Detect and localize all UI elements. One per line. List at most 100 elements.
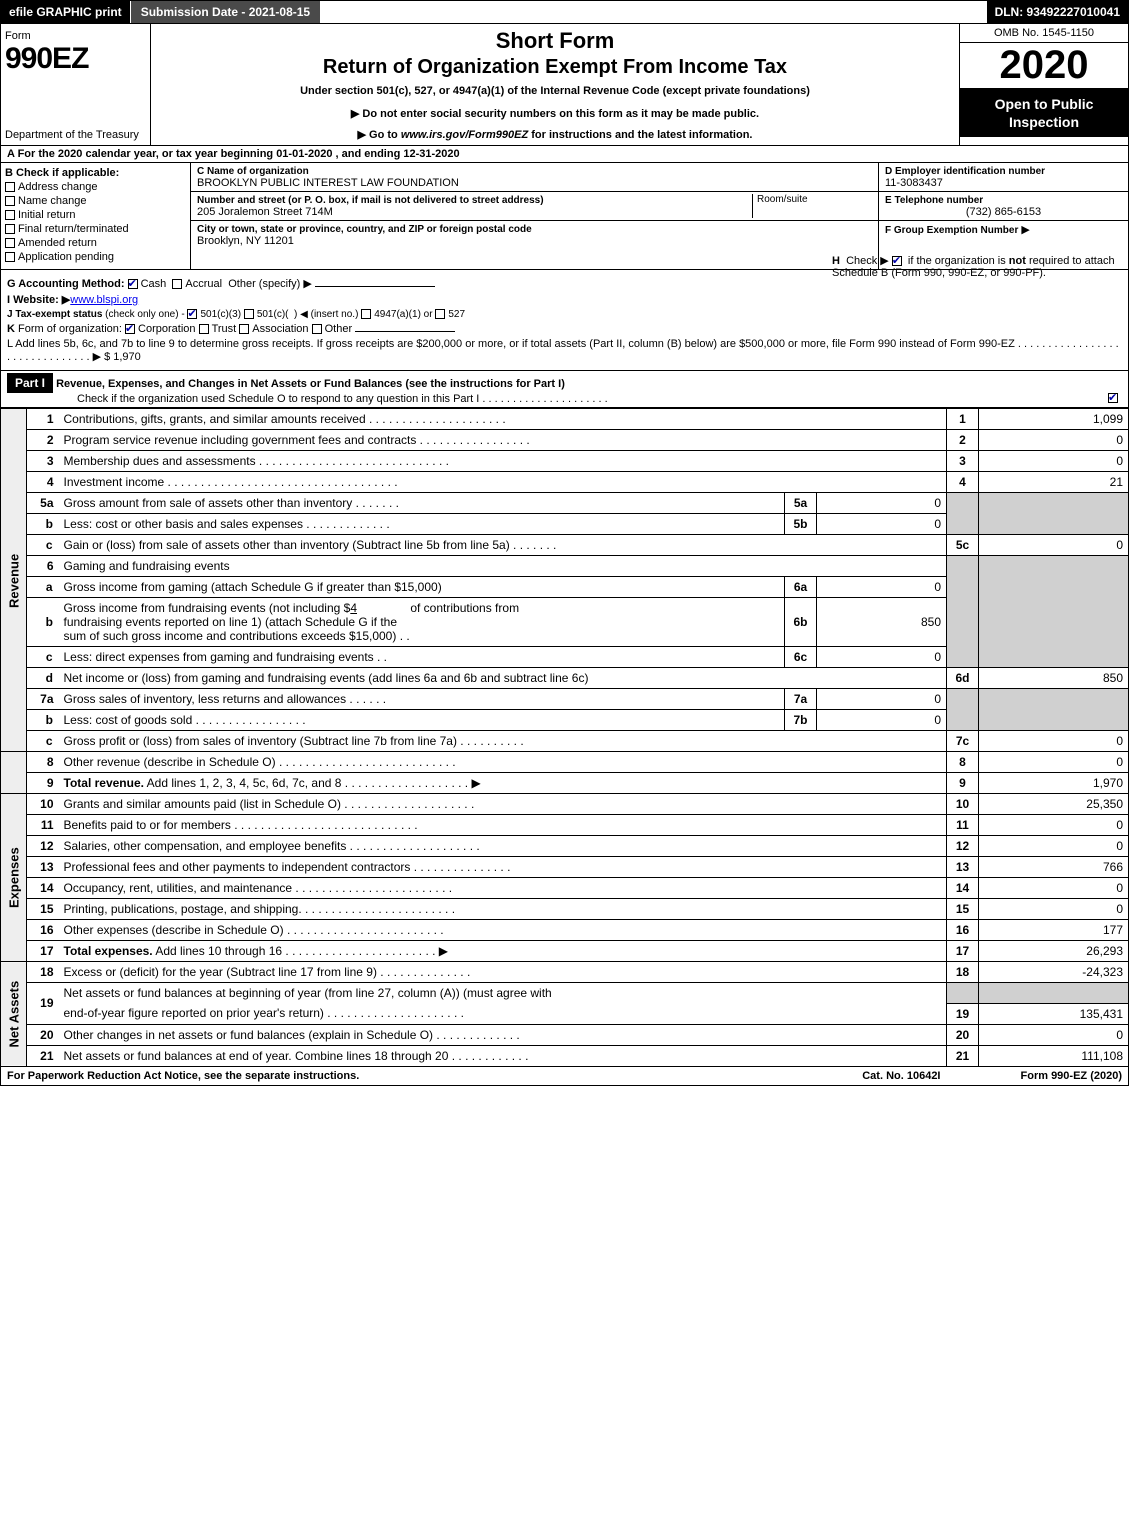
c-label: C Name of organization	[197, 166, 309, 177]
line-k: K Form of organization: Corporation Trus…	[7, 323, 1122, 335]
b-right: D Employer identification number 11-3083…	[878, 163, 1128, 269]
line-l: L Add lines 5b, 6c, and 7b to line 9 to …	[7, 338, 1122, 363]
r7b-num: b	[27, 710, 59, 731]
r3-col: 3	[947, 451, 979, 472]
r8-col: 8	[947, 752, 979, 773]
r19-col-shade	[947, 983, 979, 1004]
r5a-desc: Gross amount from sale of assets other t…	[59, 493, 785, 514]
r5c-val: 0	[979, 535, 1129, 556]
r12-desc: Salaries, other compensation, and employ…	[59, 836, 947, 857]
chk-address-change[interactable]: Address change	[5, 181, 186, 193]
k-other[interactable]	[312, 324, 322, 334]
r6b-sv: 850	[817, 598, 947, 647]
r9-desc: Total revenue. Add lines 1, 2, 3, 4, 5c,…	[59, 773, 947, 794]
chk-initial-return[interactable]: Initial return	[5, 209, 186, 221]
r7b-sv: 0	[817, 710, 947, 731]
j-4947[interactable]	[361, 309, 371, 319]
r7ab-val-shade	[979, 689, 1129, 731]
r11-val: 0	[979, 815, 1129, 836]
r10-num: 10	[27, 794, 59, 815]
r17-num: 17	[27, 941, 59, 962]
city-label: City or town, state or province, country…	[197, 224, 532, 235]
chk-app-pending[interactable]: Application pending	[5, 251, 186, 263]
r6c-num: c	[27, 647, 59, 668]
dln: DLN: 93492227010041	[987, 1, 1128, 23]
e-value: (732) 865-6153	[885, 206, 1122, 218]
header-left: Form 990EZ Department of the Treasury	[1, 24, 151, 145]
k-assoc[interactable]	[239, 324, 249, 334]
irs-link[interactable]: www.irs.gov/Form990EZ	[401, 129, 528, 141]
r18-val: -24,323	[979, 962, 1129, 983]
r15-num: 15	[27, 899, 59, 920]
footer-cat: Cat. No. 10642I	[862, 1070, 940, 1082]
r3-num: 3	[27, 451, 59, 472]
r12-num: 12	[27, 836, 59, 857]
j-501c3[interactable]	[187, 309, 197, 319]
r2-col: 2	[947, 430, 979, 451]
r6a-sv: 0	[817, 577, 947, 598]
c-value: BROOKLYN PUBLIC INTEREST LAW FOUNDATION	[197, 177, 872, 189]
r18-col: 18	[947, 962, 979, 983]
b-checkboxes: B Check if applicable: Address change Na…	[1, 163, 191, 269]
g-cash-chk[interactable]	[128, 279, 138, 289]
r5c-col: 5c	[947, 535, 979, 556]
r13-val: 766	[979, 857, 1129, 878]
r13-desc: Professional fees and other payments to …	[59, 857, 947, 878]
r6d-val: 850	[979, 668, 1129, 689]
r10-desc: Grants and similar amounts paid (list in…	[59, 794, 947, 815]
d-value: 11-3083437	[885, 177, 943, 189]
line-i: I Website: ▶www.blspi.org	[7, 293, 1122, 306]
r2-desc: Program service revenue including govern…	[59, 430, 947, 451]
r7a-desc: Gross sales of inventory, less returns a…	[59, 689, 785, 710]
part1-title: Revenue, Expenses, and Changes in Net As…	[56, 378, 565, 390]
k-trust[interactable]	[199, 324, 209, 334]
r1-desc: Contributions, gifts, grants, and simila…	[59, 409, 947, 430]
g-accrual-chk[interactable]	[172, 279, 182, 289]
addr-label: Number and street (or P. O. box, if mail…	[197, 195, 544, 206]
sidebar-revenue2	[1, 752, 27, 794]
page-footer: For Paperwork Reduction Act Notice, see …	[0, 1067, 1129, 1086]
r4-num: 4	[27, 472, 59, 493]
r5b-num: b	[27, 514, 59, 535]
r2-num: 2	[27, 430, 59, 451]
r7c-col: 7c	[947, 731, 979, 752]
r16-num: 16	[27, 920, 59, 941]
r6a-desc: Gross income from gaming (attach Schedul…	[59, 577, 785, 598]
r1-num: 1	[27, 409, 59, 430]
r19-desc2: end-of-year figure reported on prior yea…	[59, 1003, 947, 1024]
r19-col: 19	[947, 1003, 979, 1024]
chk-final-return[interactable]: Final return/terminated	[5, 223, 186, 235]
k-corp[interactable]	[125, 324, 135, 334]
r6d-col: 6d	[947, 668, 979, 689]
part1-chkbox[interactable]	[1108, 393, 1118, 403]
r6c-sv: 0	[817, 647, 947, 668]
r20-desc: Other changes in net assets or fund bala…	[59, 1024, 947, 1045]
r5b-sv: 0	[817, 514, 947, 535]
part1-check: Check if the organization used Schedule …	[7, 393, 1122, 405]
r7c-desc: Gross profit or (loss) from sales of inv…	[59, 731, 947, 752]
website-link[interactable]: www.blspi.org	[70, 294, 138, 306]
city-value: Brooklyn, NY 11201	[197, 235, 872, 247]
efile-print-button[interactable]: efile GRAPHIC print	[1, 1, 131, 23]
r17-col: 17	[947, 941, 979, 962]
r7ab-col-shade	[947, 689, 979, 731]
r6-col-shade	[947, 556, 979, 668]
r7b-desc: Less: cost of goods sold . . . . . . . .…	[59, 710, 785, 731]
j-527[interactable]	[435, 309, 445, 319]
r11-num: 11	[27, 815, 59, 836]
c-name-row: C Name of organization BROOKLYN PUBLIC I…	[191, 163, 878, 192]
r6d-num: d	[27, 668, 59, 689]
r5a-sc: 5a	[785, 493, 817, 514]
chk-amended[interactable]: Amended return	[5, 237, 186, 249]
header-right: OMB No. 1545-1150 2020 Open to Public In…	[960, 24, 1128, 145]
chk-name-change[interactable]: Name change	[5, 195, 186, 207]
block-b: B Check if applicable: Address change Na…	[0, 163, 1129, 270]
r13-col: 13	[947, 857, 979, 878]
r20-num: 20	[27, 1024, 59, 1045]
h-checkbox[interactable]	[892, 256, 902, 266]
r13-num: 13	[27, 857, 59, 878]
r9-val: 1,970	[979, 773, 1129, 794]
addr-row: Number and street (or P. O. box, if mail…	[191, 192, 878, 221]
footer-paperwork: For Paperwork Reduction Act Notice, see …	[7, 1070, 862, 1082]
j-501c[interactable]	[244, 309, 254, 319]
